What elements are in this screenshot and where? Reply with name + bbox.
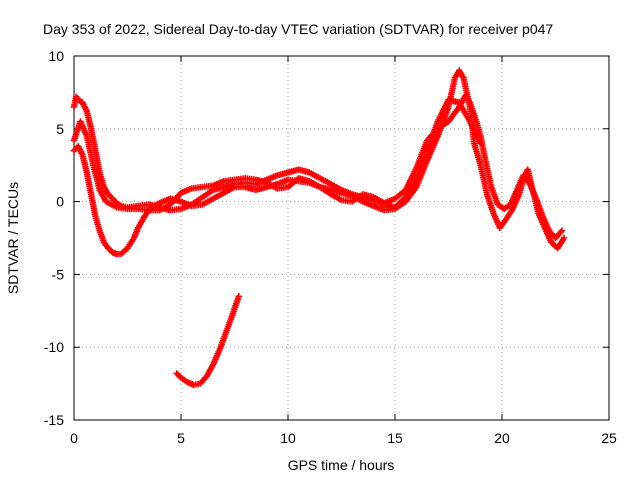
y-tick-labels: -15 -10 -5 0 5 10 bbox=[44, 48, 64, 428]
x-axis-label: GPS time / hours bbox=[288, 457, 395, 473]
x-tick-labels: 0 5 10 15 20 25 bbox=[70, 430, 617, 446]
y-tick-label: 0 bbox=[56, 194, 64, 210]
x-tick-label: 20 bbox=[494, 430, 510, 446]
y-tick-label: 5 bbox=[56, 121, 64, 137]
chart-title: Day 353 of 2022, Sidereal Day-to-day VTE… bbox=[43, 21, 553, 37]
y-tick-label: 10 bbox=[48, 48, 64, 64]
series-middle-track bbox=[70, 92, 566, 242]
y-tick-label: -10 bbox=[44, 339, 64, 355]
y-tick-label: -15 bbox=[44, 412, 64, 428]
data-point-marker bbox=[558, 227, 566, 234]
x-tick-label: 15 bbox=[387, 430, 403, 446]
data-point-marker bbox=[235, 293, 242, 300]
y-axis-label: SDTVAR / TECUs bbox=[5, 182, 21, 294]
x-tick-label: 25 bbox=[601, 430, 617, 446]
x-tick-label: 10 bbox=[280, 430, 296, 446]
data-marks bbox=[70, 67, 568, 389]
series-isolated-low-arc bbox=[173, 293, 242, 389]
data-point-marker bbox=[560, 234, 568, 242]
grid-lines bbox=[74, 56, 609, 420]
y-tick-label: -5 bbox=[52, 266, 65, 282]
x-tick-label: 5 bbox=[177, 430, 185, 446]
plot-frame bbox=[73, 55, 610, 421]
x-tick-label: 0 bbox=[70, 430, 78, 446]
